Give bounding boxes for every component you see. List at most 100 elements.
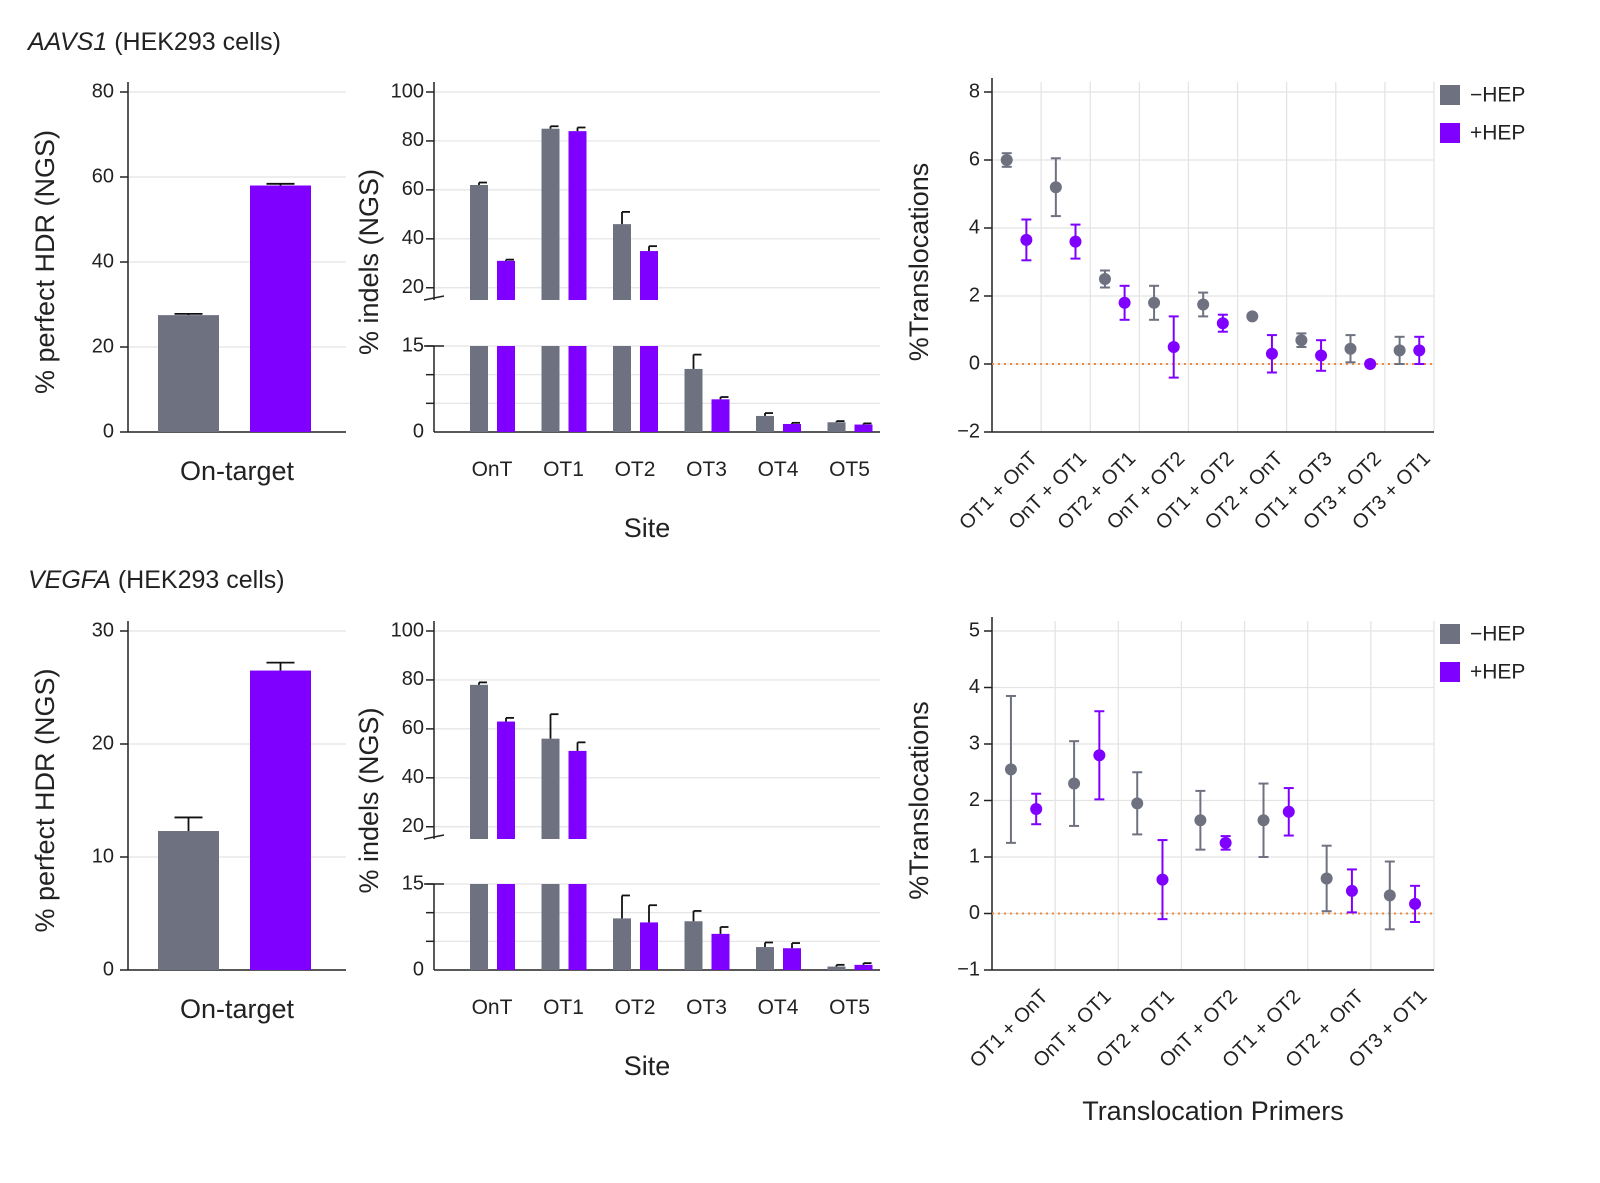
y-axis-label: %Translocations — [904, 701, 934, 900]
bar-lower-segment — [541, 884, 560, 970]
bar — [756, 415, 774, 432]
y-tick-label: 0 — [413, 420, 424, 442]
y-tick-label: 60 — [92, 165, 114, 187]
data-point — [1364, 358, 1377, 370]
data-point — [1257, 814, 1270, 827]
y-axis-label: % indels (NGS) — [354, 169, 384, 355]
gene-name: AAVS1 — [28, 28, 108, 56]
bar — [158, 315, 219, 432]
bar — [158, 831, 219, 970]
bar-lower-segment — [568, 346, 587, 432]
x-axis-label: Translocation Primers — [1082, 1096, 1344, 1126]
bar-upper-segment — [470, 184, 488, 300]
bar-upper-segment — [541, 128, 560, 300]
bar-upper-segment — [613, 224, 631, 300]
data-point — [1069, 235, 1082, 248]
bar-upper-segment — [568, 131, 587, 300]
bar-upper-segment — [497, 721, 515, 839]
data-point — [1156, 873, 1169, 886]
data-point — [1167, 341, 1180, 353]
y-tick-label: 1 — [969, 845, 980, 867]
legend-label: −HEP — [1470, 84, 1525, 107]
bar — [711, 399, 730, 432]
bar — [783, 423, 801, 432]
x-tick-label: OT4 — [758, 996, 799, 1019]
section-title-aavs1: AAVS1 (HEK293 cells) — [28, 28, 281, 57]
y-tick-label: −2 — [957, 420, 980, 442]
y-tick-label: −1 — [957, 958, 980, 980]
legend-swatch — [1440, 85, 1460, 105]
y-tick-label: 100 — [391, 619, 424, 641]
legend-label: −HEP — [1470, 623, 1525, 646]
cell-context: (HEK293 cells) — [117, 566, 285, 594]
bar-upper-segment — [568, 750, 587, 839]
bar-lower-segment — [470, 346, 488, 432]
section-title-vegfa: VEGFA (HEK293 cells) — [28, 566, 285, 595]
x-tick-label: OT3 — [686, 996, 727, 1019]
x-tick-label: OT5 — [829, 996, 870, 1019]
y-tick-label: 20 — [92, 335, 114, 357]
bar-lower-segment — [497, 346, 515, 432]
y-tick-label: 2 — [969, 789, 980, 811]
y-tick-label: 40 — [402, 227, 424, 249]
data-point — [1246, 310, 1259, 323]
bar-upper-segment — [497, 260, 515, 300]
bar-lower-segment — [470, 884, 488, 970]
data-point — [1004, 763, 1017, 776]
bar-lower-segment — [568, 884, 587, 970]
bar — [250, 670, 311, 970]
data-point — [1383, 889, 1396, 902]
y-tick-label: 3 — [969, 732, 980, 754]
data-point — [1098, 273, 1111, 285]
x-tick-label: On-target — [180, 994, 295, 1024]
y-tick-label: 20 — [402, 276, 424, 298]
x-tick-label: OnT — [472, 996, 513, 1019]
x-axis-label: Site — [624, 1051, 671, 1081]
y-tick-label: 10 — [92, 845, 114, 867]
y-tick-label: 60 — [402, 178, 424, 200]
y-tick-label: 15 — [402, 872, 424, 894]
data-point — [1093, 749, 1106, 762]
x-tick-label: OT3 — [686, 458, 727, 481]
data-point — [1413, 344, 1426, 357]
bar — [827, 966, 846, 970]
data-point — [1118, 296, 1131, 309]
y-tick-label: 60 — [402, 717, 424, 739]
x-tick-label: OnT — [472, 458, 513, 481]
y-tick-label: 100 — [391, 80, 424, 102]
data-point — [1000, 154, 1013, 166]
data-point — [1320, 872, 1333, 885]
bar — [783, 948, 801, 970]
data-point — [1295, 334, 1308, 347]
y-tick-label: 2 — [969, 284, 980, 306]
x-tick-label: OT5 — [829, 458, 870, 481]
legend-label: +HEP — [1470, 661, 1525, 684]
y-tick-label: 40 — [92, 250, 114, 272]
data-point — [1194, 814, 1207, 827]
y-tick-label: 6 — [969, 148, 980, 170]
bar — [640, 922, 658, 970]
x-tick-label: OT1 — [543, 996, 584, 1019]
y-axis-label: % indels (NGS) — [354, 707, 384, 893]
bar — [711, 933, 730, 970]
bar — [613, 918, 631, 970]
y-tick-label: 20 — [92, 732, 114, 754]
y-tick-label: 30 — [92, 619, 114, 641]
data-point — [1345, 884, 1358, 897]
y-tick-label: 15 — [402, 334, 424, 356]
x-tick-label: On-target — [180, 456, 295, 486]
legend-swatch — [1440, 123, 1460, 143]
y-tick-label: 0 — [103, 958, 114, 980]
data-point — [1344, 342, 1357, 355]
x-tick-label: OT2 — [615, 458, 656, 481]
data-point — [1020, 233, 1033, 246]
data-point — [1131, 797, 1144, 810]
y-axis-label: % perfect HDR (NGS) — [30, 130, 60, 394]
legend-label: +HEP — [1470, 122, 1525, 145]
bar — [827, 422, 846, 432]
y-tick-label: 5 — [969, 619, 980, 641]
x-tick-label: OT2 — [615, 996, 656, 1019]
legend-swatch — [1440, 662, 1460, 682]
y-tick-label: 40 — [402, 766, 424, 788]
y-axis-label: % perfect HDR (NGS) — [30, 668, 60, 932]
